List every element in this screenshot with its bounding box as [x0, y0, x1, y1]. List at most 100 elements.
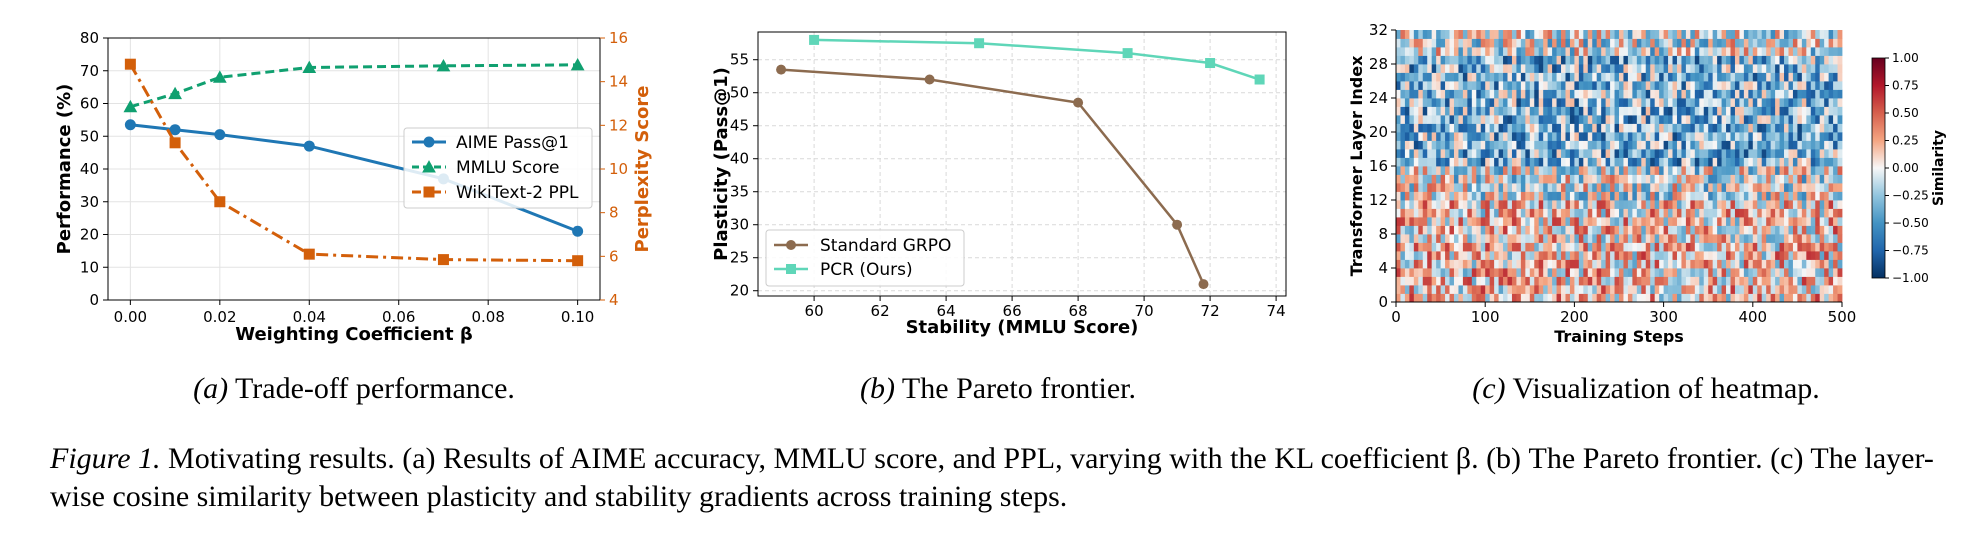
heatmap-cell: [1824, 276, 1830, 286]
heatmap-cell: [1404, 200, 1410, 209]
heatmap-cell: [1819, 89, 1825, 99]
heatmap-cell: [1627, 191, 1633, 201]
heatmap-cell: [1556, 183, 1562, 192]
heatmap-cell: [1467, 157, 1473, 167]
heatmap-cell: [1418, 106, 1424, 116]
heatmap-cell: [1592, 115, 1598, 124]
heatmap-cell: [1650, 98, 1656, 107]
panel-a-ytick-label: 30: [80, 193, 99, 211]
heatmap-cell: [1663, 285, 1669, 294]
heatmap-cell: [1583, 132, 1589, 141]
heatmap-cell: [1766, 234, 1772, 243]
heatmap-cell: [1418, 64, 1424, 73]
heatmap-cell: [1837, 208, 1843, 218]
heatmap-cell: [1828, 72, 1834, 82]
heatmap-cell: [1445, 106, 1450, 116]
heatmap-cell: [1413, 30, 1419, 39]
panel-b-legend-marker: [786, 240, 796, 250]
heatmap-cell: [1743, 234, 1749, 243]
heatmap-cell: [1810, 149, 1816, 158]
panel-a-point-mmlu-score: [168, 86, 182, 100]
heatmap-cell: [1400, 132, 1406, 141]
heatmap-cell: [1632, 72, 1638, 82]
heatmap-cell: [1659, 106, 1664, 116]
heatmap-cell: [1440, 208, 1446, 218]
heatmap-cell: [1400, 115, 1406, 124]
heatmap-cell: [1824, 157, 1830, 167]
heatmap-cell: [1453, 191, 1459, 201]
heatmap-cell: [1792, 174, 1798, 184]
heatmap-cell: [1690, 72, 1696, 82]
heatmap-cell: [1752, 89, 1758, 99]
panel-a-ylabel: Performance (%): [54, 84, 75, 255]
heatmap-cell: [1583, 251, 1589, 260]
heatmap-cell: [1721, 183, 1727, 192]
heatmap-cell: [1690, 166, 1696, 175]
heatmap-cell: [1810, 251, 1816, 260]
heatmap-cell: [1752, 183, 1758, 192]
heatmap-cell: [1650, 132, 1656, 141]
heatmap-cell: [1819, 38, 1825, 48]
heatmap-cell: [1547, 225, 1553, 235]
heatmap-cell: [1663, 217, 1669, 226]
heatmap-cell: [1400, 251, 1406, 260]
heatmap-cell: [1471, 132, 1477, 141]
heatmap-cell: [1458, 200, 1464, 209]
heatmap-cell: [1810, 259, 1816, 269]
heatmap-cell: [1610, 89, 1615, 99]
heatmap-cell: [1672, 183, 1678, 192]
heatmap-cell: [1717, 242, 1722, 252]
heatmap-cell: [1708, 106, 1714, 116]
heatmap-cell: [1494, 98, 1499, 107]
panel-a-xtick-label: 0.04: [293, 308, 326, 326]
heatmap-cell: [1833, 276, 1838, 286]
panel-c-ytick-label: 0: [1378, 293, 1388, 311]
panel-a-xtick-label: 0.10: [561, 308, 594, 326]
heatmap-cell: [1824, 234, 1830, 243]
heatmap-cell: [1654, 251, 1660, 260]
heatmap-cell: [1485, 64, 1491, 73]
heatmap-cell: [1775, 81, 1780, 90]
panel-b-xtick-label: 68: [1069, 302, 1088, 320]
heatmap-cell: [1476, 38, 1482, 48]
heatmap-cell: [1730, 72, 1736, 82]
heatmap-cell: [1445, 259, 1450, 269]
heatmap-cell: [1645, 64, 1651, 73]
heatmap-cell: [1784, 149, 1789, 158]
heatmap-cell: [1766, 208, 1772, 218]
heatmap-cell: [1668, 123, 1673, 133]
heatmap-cell: [1694, 293, 1700, 303]
heatmap-cell: [1663, 55, 1669, 65]
heatmap-cell: [1449, 55, 1455, 65]
heatmap-cell: [1578, 208, 1584, 218]
heatmap-cell: [1815, 174, 1821, 184]
heatmap-cell: [1766, 157, 1772, 167]
heatmap-cell: [1645, 293, 1651, 303]
heatmap-cell: [1445, 208, 1450, 218]
heatmap-cell: [1489, 242, 1495, 252]
heatmap-cell: [1605, 123, 1611, 133]
heatmap-cell: [1699, 64, 1705, 73]
heatmap-cell: [1806, 242, 1812, 252]
heatmap-cell: [1663, 208, 1669, 218]
heatmap-cell: [1703, 293, 1709, 303]
heatmap-cell: [1668, 64, 1673, 73]
heatmap-cell: [1699, 106, 1705, 116]
heatmap-cell: [1498, 293, 1504, 303]
heatmap-cell: [1578, 217, 1584, 226]
heatmap-cell: [1534, 106, 1540, 116]
heatmap-cell: [1730, 268, 1736, 277]
heatmap-cell: [1712, 276, 1718, 286]
heatmap-cell: [1516, 38, 1522, 48]
heatmap-cell: [1587, 38, 1593, 48]
heatmap-cell: [1833, 81, 1838, 90]
heatmap-cell: [1556, 208, 1562, 218]
heatmap-cell: [1569, 276, 1575, 286]
heatmap-cell: [1761, 285, 1767, 294]
heatmap-cell: [1449, 217, 1455, 226]
heatmap-cell: [1721, 72, 1727, 82]
heatmap-cell: [1837, 98, 1843, 107]
heatmap-cell: [1449, 293, 1455, 303]
heatmap-cell: [1516, 149, 1522, 158]
